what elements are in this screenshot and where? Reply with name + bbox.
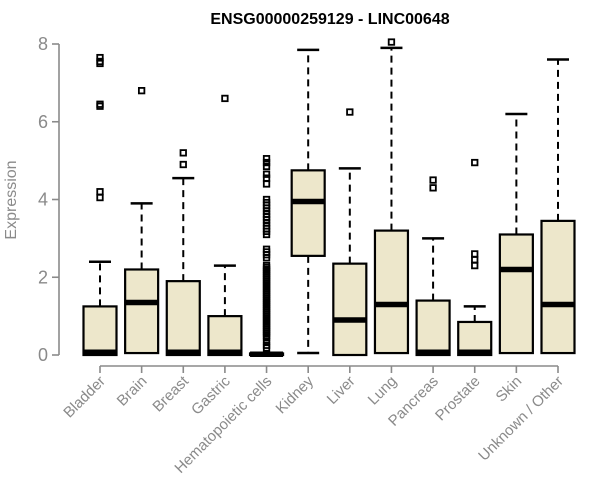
x-tick-label: Lung xyxy=(365,373,401,409)
box-iqr xyxy=(540,219,576,355)
box-skin xyxy=(498,112,534,355)
plot-area xyxy=(82,38,576,357)
outlier-point xyxy=(262,170,271,178)
outlier-point xyxy=(96,53,104,62)
outlier-point xyxy=(262,333,271,342)
x-tick-label: Brain xyxy=(114,373,151,410)
box-brain xyxy=(124,87,160,355)
box-iqr xyxy=(373,229,410,355)
y-tick-label: 0 xyxy=(38,345,48,365)
outlier-point xyxy=(262,155,271,163)
box-gastric xyxy=(207,94,243,357)
chart-title: ENSG00000259129 - LINC00648 xyxy=(210,11,449,28)
outlier-point xyxy=(262,344,271,352)
box-liver xyxy=(332,108,368,357)
x-tick-label: Breast xyxy=(149,372,192,415)
box-iqr xyxy=(415,299,451,357)
y-axis: 0 2 4 6 8 xyxy=(38,34,60,365)
outlier-point xyxy=(262,174,271,182)
box-iqr xyxy=(165,280,201,357)
outlier-point xyxy=(262,230,271,239)
box-iqr xyxy=(498,233,534,355)
box-iqr xyxy=(124,268,160,355)
outlier-point xyxy=(346,108,354,116)
box-pancreas xyxy=(415,176,451,357)
y-tick-label: 4 xyxy=(38,190,48,210)
outlier-point xyxy=(429,184,437,192)
box-iqr xyxy=(82,305,118,357)
x-tick-label: Bladder xyxy=(60,373,109,422)
outlier-point xyxy=(96,100,104,108)
box-breast xyxy=(165,149,201,357)
outlier-point xyxy=(387,38,396,46)
box-bladder xyxy=(82,53,118,357)
box-hematopoietic-cells xyxy=(248,155,285,357)
outlier-point xyxy=(471,261,479,270)
outlier-point xyxy=(221,94,229,103)
outlier-point xyxy=(262,162,271,171)
outlier-point xyxy=(471,256,479,264)
x-tick-label: Prostate xyxy=(432,373,484,425)
outlier-point xyxy=(96,57,104,66)
outlier-point xyxy=(137,87,146,95)
x-tick-label: Skin xyxy=(493,373,526,406)
box-iqr xyxy=(332,262,368,357)
box-iqr xyxy=(207,315,243,357)
y-tick-label: 6 xyxy=(38,112,48,132)
outlier-point xyxy=(179,160,187,169)
box-prostate xyxy=(457,158,493,357)
x-tick-label: Kidney xyxy=(273,372,318,417)
outlier-point xyxy=(96,188,104,196)
y-axis-label: Expression xyxy=(3,160,20,239)
y-tick-label: 8 xyxy=(38,34,48,54)
x-tick-label: Liver xyxy=(324,373,359,408)
box-lung xyxy=(373,38,410,355)
box-unknown-other xyxy=(540,58,576,355)
box-iqr xyxy=(290,169,326,257)
y-tick-label: 2 xyxy=(38,267,48,287)
outlier-point xyxy=(262,180,271,188)
outlier-point xyxy=(471,158,479,167)
outlier-point xyxy=(262,337,271,346)
outlier-point xyxy=(262,254,271,262)
outlier-point xyxy=(471,250,479,258)
outlier-point xyxy=(179,149,187,157)
box-kidney xyxy=(290,48,326,355)
outlier-point xyxy=(262,158,271,167)
outlier-point xyxy=(96,193,104,202)
box-iqr xyxy=(457,320,493,357)
outlier-point xyxy=(429,176,437,184)
